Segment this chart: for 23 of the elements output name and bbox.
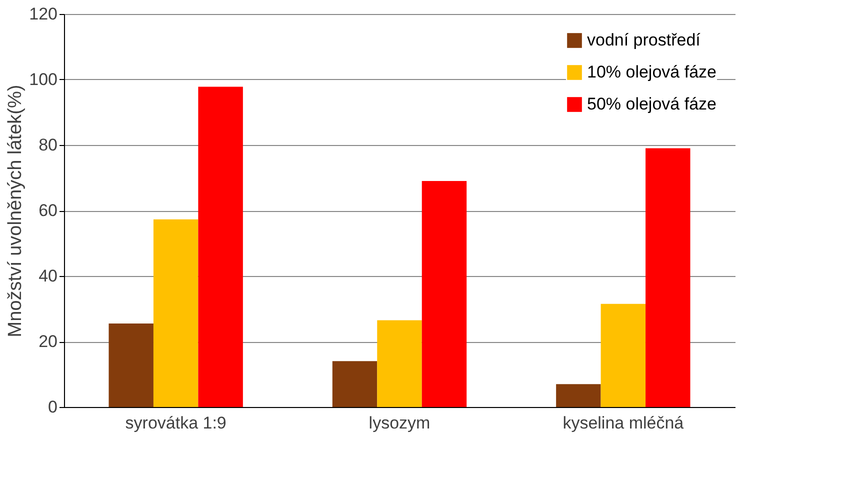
bar [332, 361, 378, 407]
y-tick-label: 40 [38, 266, 58, 286]
y-tick-label: 80 [38, 136, 58, 154]
y-tick-label: 20 [38, 332, 58, 351]
bar [600, 304, 646, 407]
y-tick-label: 120 [29, 4, 58, 24]
y-axis-title: Množství uvolněných látek(%) [5, 84, 26, 338]
y-tick-label: 0 [48, 398, 58, 416]
bar [108, 323, 154, 407]
bar [153, 219, 198, 407]
y-tick-label: 60 [38, 201, 58, 220]
legend-label: vodní prostředí [587, 30, 701, 50]
y-tick-label: 100 [29, 70, 58, 89]
bar [377, 320, 422, 407]
bar [198, 86, 243, 407]
x-tick-label: syrovátka 1:9 [125, 414, 226, 432]
legend-label: 10% olejová fáze [587, 62, 716, 82]
legend-label: 50% olejová fáze [587, 94, 716, 114]
bar [556, 384, 601, 407]
x-tick-label: lysozym [368, 414, 430, 432]
x-tick-label: kyselina mléčná [562, 414, 684, 432]
bar [422, 181, 467, 407]
bar [646, 148, 690, 407]
